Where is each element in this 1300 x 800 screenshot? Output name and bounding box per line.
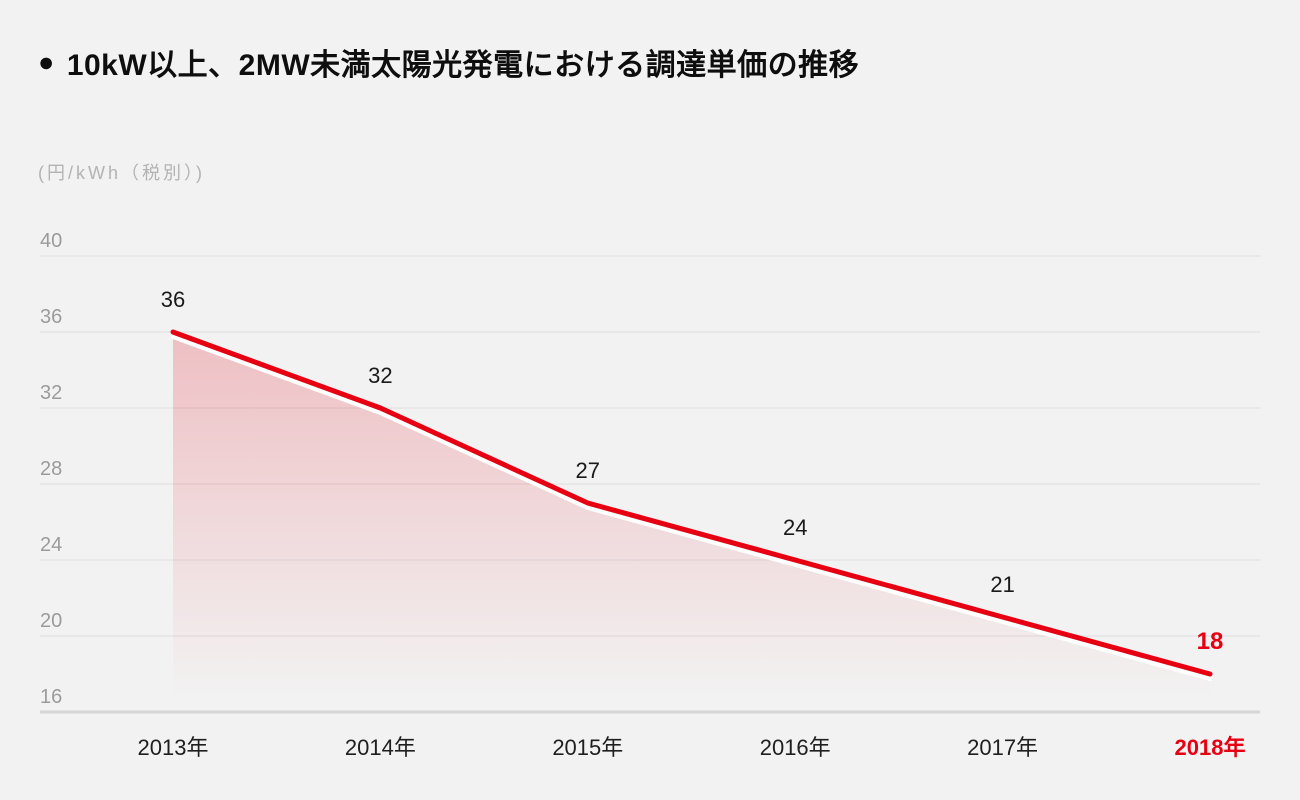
bullet-icon: ● [38,46,55,77]
x-tick-label: 2016年 [760,735,831,760]
y-tick-label: 40 [40,230,62,252]
x-tick-label: 2015年 [552,735,623,760]
y-axis-unit-label: (円/kWh（税別）) [38,163,205,183]
data-label: 32 [368,363,392,388]
data-label: 24 [783,515,807,540]
price-line [170,329,1213,677]
chart-title: ● 10kW以上、2MW未満太陽光発電における調達単価の推移 [38,40,859,84]
price-line-underlay [171,335,1212,681]
price-area [173,332,1210,712]
data-label: 21 [990,572,1014,597]
x-tick-label: 2017年 [967,735,1038,760]
y-tick-label: 32 [40,382,62,404]
x-tick-label: 2014年 [345,735,416,760]
data-label: 27 [576,458,600,483]
x-tick-label: 2013年 [138,735,209,760]
chart-title-text: 10kW以上、2MW未満太陽光発電における調達単価の推移 [66,49,860,82]
x-tick-label: 2018年 [1175,735,1246,760]
y-tick-label: 16 [40,686,62,708]
y-tick-label: 28 [40,458,62,480]
y-tick-label: 36 [40,306,62,328]
data-label: 18 [1197,628,1224,655]
data-label: 36 [161,287,185,312]
y-tick-label: 24 [40,534,62,556]
y-tick-label: 20 [40,610,62,632]
